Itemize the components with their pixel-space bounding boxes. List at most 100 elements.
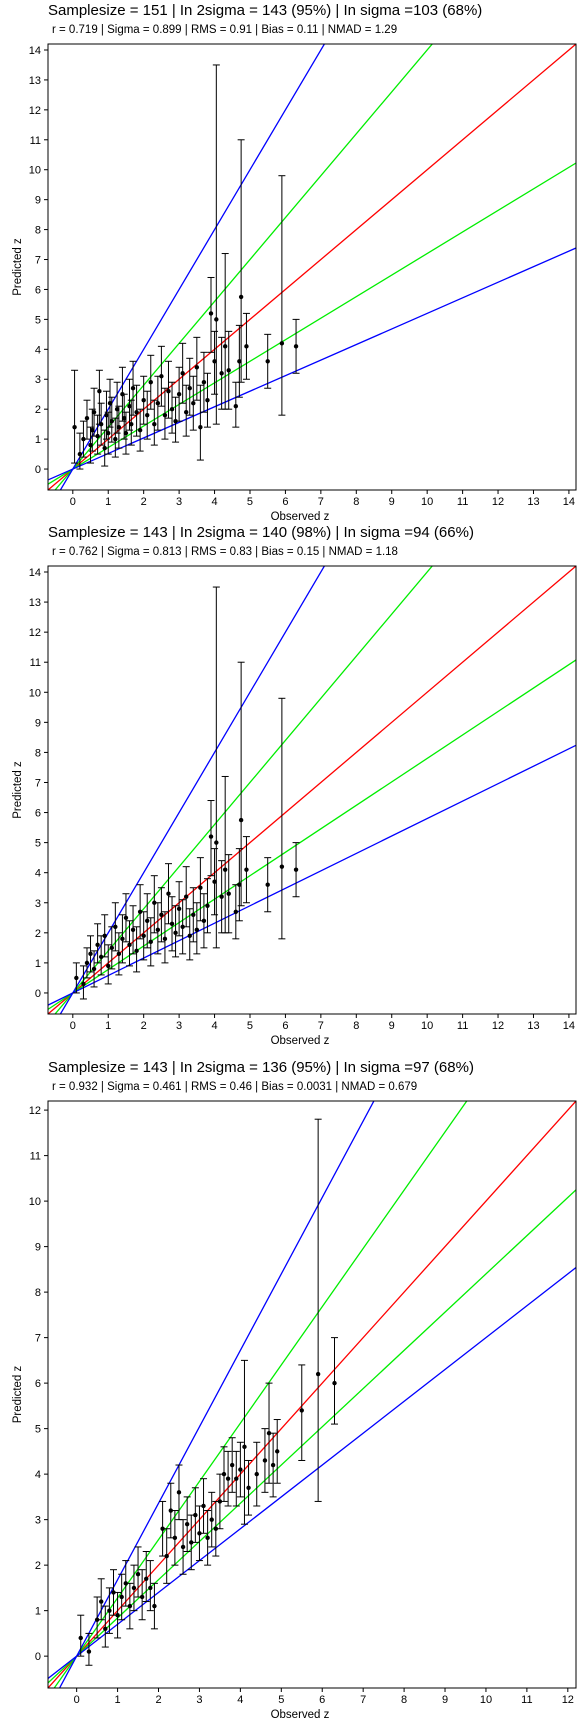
x-tick-label: 3	[176, 496, 182, 508]
reference-line	[48, 247, 576, 481]
x-tick-label: 7	[318, 496, 324, 508]
reference-line	[48, 744, 576, 1006]
data-point	[95, 942, 100, 948]
y-tick-label: 6	[35, 1378, 41, 1390]
y-tick-label: 9	[35, 717, 41, 729]
data-point	[123, 915, 129, 920]
y-tick-label: 1	[35, 434, 41, 446]
data-point	[166, 389, 171, 394]
data-point	[265, 359, 270, 364]
y-tick-label: 1	[35, 1606, 41, 1618]
data-point	[113, 924, 118, 930]
data-point	[111, 1590, 116, 1595]
reference-line	[48, 44, 576, 490]
data-point	[91, 409, 97, 415]
data-point	[155, 927, 161, 933]
x-tick-label: 4	[211, 1020, 217, 1032]
y-tick-label: 6	[35, 808, 41, 820]
x-tick-label: 5	[247, 496, 253, 508]
data-point	[209, 1517, 214, 1522]
x-tick-label: 5	[278, 1694, 284, 1706]
data-point	[103, 1626, 108, 1632]
data-point	[180, 371, 185, 376]
data-point	[113, 436, 118, 442]
data-point	[262, 1458, 268, 1463]
data-points	[77, 1118, 339, 1666]
data-points	[72, 586, 300, 1000]
plot-frame	[47, 565, 577, 1015]
y-tick-label: 8	[35, 1287, 41, 1299]
data-point	[226, 368, 231, 373]
data-point	[162, 412, 168, 418]
chart-subtitle: r = 0.719 | Sigma = 0.899 | RMS = 0.91 |…	[52, 24, 398, 36]
x-tick-label: 4	[211, 496, 217, 508]
data-point	[130, 927, 136, 933]
reference-line	[54, 566, 434, 1014]
data-point	[219, 894, 224, 899]
data-point	[279, 864, 285, 869]
data-point	[226, 891, 231, 896]
x-tick-label: 1	[105, 496, 111, 508]
data-point	[155, 400, 161, 406]
data-point	[109, 945, 114, 951]
x-tick-label: 10	[480, 1694, 492, 1706]
data-point	[213, 1526, 219, 1531]
y-tick-label: 3	[35, 374, 41, 386]
x-tick-label: 6	[319, 1694, 325, 1706]
y-tick-label: 6	[35, 284, 41, 296]
data-point	[214, 317, 219, 322]
data-point	[131, 1585, 137, 1591]
data-point	[187, 386, 192, 391]
reference-line	[48, 566, 576, 1014]
data-point	[332, 1380, 337, 1386]
reference-line	[48, 1267, 576, 1679]
data-point	[244, 867, 249, 872]
data-point	[120, 936, 125, 942]
x-tick-label: 13	[527, 496, 539, 508]
data-point	[104, 412, 109, 418]
data-point	[116, 951, 122, 957]
x-axis-label: Observed z	[271, 1035, 330, 1047]
y-tick-label: 12	[29, 627, 41, 639]
data-point	[97, 389, 102, 394]
chart-title: Samplesize = 143 | In 2sigma = 140 (98%)…	[48, 524, 474, 541]
data-point	[205, 903, 210, 908]
y-tick-label: 1	[35, 958, 41, 970]
y-tick-label: 4	[35, 1469, 41, 1481]
y-tick-label: 12	[29, 1105, 41, 1117]
reference-line	[48, 659, 576, 1010]
data-point	[176, 392, 182, 397]
y-tick-label: 8	[35, 747, 41, 759]
data-point	[84, 960, 90, 966]
data-point	[201, 380, 207, 385]
data-point	[222, 867, 228, 872]
data-point	[214, 840, 219, 845]
data-point	[162, 936, 168, 942]
data-point	[238, 294, 244, 300]
data-point	[144, 1576, 149, 1581]
data-point	[94, 1617, 100, 1622]
x-tick-label: 14	[563, 496, 575, 508]
data-point	[234, 1476, 239, 1481]
data-point	[99, 1599, 104, 1604]
data-point	[173, 930, 178, 936]
data-point	[208, 834, 214, 839]
data-point	[265, 882, 270, 887]
data-point	[123, 430, 129, 436]
data-point	[180, 1544, 186, 1550]
data-point	[81, 981, 86, 987]
x-tick-label: 8	[353, 496, 359, 508]
data-point	[184, 894, 189, 899]
chart-panel-3: Samplesize = 143 | In 2sigma = 136 (95%)…	[0, 1059, 577, 1729]
data-point	[95, 433, 100, 439]
y-tick-label: 4	[35, 344, 41, 356]
scatter-plot-1: 0 1 2 3 4 5 6 7 8 9 10 11 12 13 1401234567891011121314…	[12, 43, 577, 522]
data-point	[121, 415, 127, 421]
scatter-plot-3: 0 1 2 3 4 5 6 7 8 9 10 11 120123456789101112Observed…	[12, 1100, 577, 1721]
data-point	[115, 1612, 120, 1618]
data-point	[191, 912, 196, 917]
y-tick-label: 2	[35, 928, 41, 940]
data-point	[152, 1603, 157, 1609]
data-point	[127, 1603, 133, 1609]
data-point	[293, 344, 299, 349]
